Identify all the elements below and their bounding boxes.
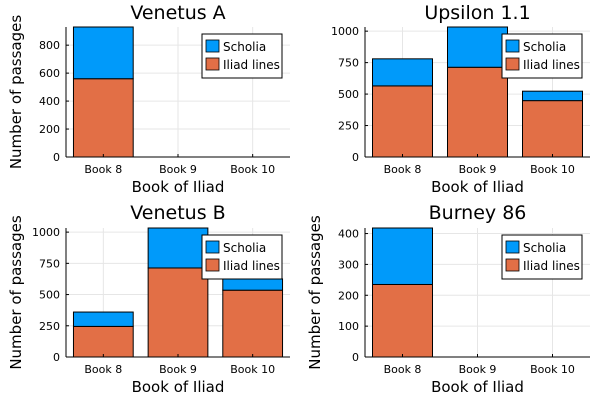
y-tick-label: 200 xyxy=(338,289,359,302)
bar-iliad-lines-2 xyxy=(447,66,508,158)
y-tick-label: 1000 xyxy=(32,226,60,239)
legend: Scholia Iliad lines xyxy=(501,33,583,79)
chart-title: Upsilon 1.1 xyxy=(424,2,530,24)
y-tick-label: 250 xyxy=(338,120,359,133)
bar-iliad-lines-1 xyxy=(72,78,134,158)
bar-scholia-1 xyxy=(72,26,134,80)
chart-title: Venetus A xyxy=(130,2,225,24)
x-tick-label: Book 10 xyxy=(530,363,575,376)
legend-swatch xyxy=(205,39,220,53)
y-tick-label: 750 xyxy=(39,257,60,270)
legend-label: Scholia xyxy=(223,40,266,54)
x-tick-label: Book 8 xyxy=(384,163,422,176)
bar-iliad-lines-1 xyxy=(72,325,134,358)
y-tick-label: 250 xyxy=(39,320,60,333)
chart-panel-4: 0 100 200 300 400 Book 8 Book 9 Book 10 Burney 8… xyxy=(306,202,590,396)
x-tick-label: Book 9 xyxy=(459,363,497,376)
bar-scholia-1 xyxy=(372,58,433,87)
bar-iliad-lines-2 xyxy=(147,267,209,358)
y-axis-label: Number of passages xyxy=(306,215,324,370)
legend-label: Iliad lines xyxy=(523,259,580,273)
x-tick-label: Book 8 xyxy=(84,163,122,176)
chart-title: Burney 86 xyxy=(429,202,527,224)
x-axis-label: Book of Iliad xyxy=(132,378,225,396)
bar-scholia-2 xyxy=(147,227,209,269)
legend-swatch xyxy=(505,258,520,272)
chart-panel-1: 0 200 400 600 800 Book 8 Book 9 Book 10 Venetus … xyxy=(7,2,290,196)
y-tick-label: 1000 xyxy=(331,25,359,38)
y-tick-label: 400 xyxy=(338,228,359,241)
bar-scholia-3 xyxy=(522,90,583,102)
legend-swatch xyxy=(205,240,220,254)
legend-label: Iliad lines xyxy=(223,58,280,72)
legend-label: Scholia xyxy=(523,241,566,255)
y-tick-label: 100 xyxy=(338,320,359,333)
y-axis-label: Number of passages xyxy=(7,215,25,370)
bar-iliad-lines-3 xyxy=(522,100,583,158)
legend: Scholia Iliad lines xyxy=(201,234,283,280)
x-tick-label: Book 8 xyxy=(384,363,422,376)
x-tick-label: Book 9 xyxy=(159,163,197,176)
legend-swatch xyxy=(205,57,220,71)
chart-panel-3: 0 250 500 750 1000 Book 8 Book 9 Book 10 Venetus… xyxy=(7,202,290,396)
legend-label: Iliad lines xyxy=(523,58,580,72)
x-tick-label: Book 10 xyxy=(230,363,275,376)
legend-label: Iliad lines xyxy=(223,259,280,273)
bar-scholia-2 xyxy=(447,26,508,68)
legend-swatch xyxy=(505,240,520,254)
x-tick-label: Book 8 xyxy=(84,363,122,376)
legend-swatch xyxy=(505,39,520,53)
bar-scholia-1 xyxy=(72,311,134,327)
chart-panel-2: 0 250 500 750 1000 Book 8 Book 9 Book 10 Upsilon… xyxy=(331,2,590,196)
y-tick-label: 0 xyxy=(53,351,60,364)
legend: Scholia Iliad lines xyxy=(201,33,283,79)
bar-iliad-lines-3 xyxy=(222,289,284,358)
bar-scholia-3 xyxy=(222,278,284,291)
x-axis-label: Book of Iliad xyxy=(431,378,524,396)
chart-title: Venetus B xyxy=(130,202,225,224)
x-tick-label: Book 10 xyxy=(530,163,575,176)
y-axis-label: Number of passages xyxy=(7,15,25,170)
x-axis-label: Book of Iliad xyxy=(431,178,524,196)
legend-label: Scholia xyxy=(223,241,266,255)
y-tick-label: 0 xyxy=(352,351,359,364)
legend-swatch xyxy=(505,57,520,71)
y-tick-label: 0 xyxy=(352,151,359,164)
bar-iliad-lines-1 xyxy=(372,283,433,358)
legend-swatch xyxy=(205,258,220,272)
x-tick-label: Book 9 xyxy=(459,163,497,176)
y-tick-label: 500 xyxy=(39,289,60,302)
y-tick-label: 300 xyxy=(338,258,359,271)
bar-iliad-lines-1 xyxy=(372,85,433,158)
y-tick-label: 200 xyxy=(39,123,60,136)
y-tick-label: 0 xyxy=(53,151,60,164)
legend-label: Scholia xyxy=(523,40,566,54)
y-tick-label: 800 xyxy=(39,39,60,52)
legend: Scholia Iliad lines xyxy=(501,234,583,280)
x-axis-label: Book of Iliad xyxy=(132,178,225,196)
y-tick-label: 500 xyxy=(338,88,359,101)
bar-scholia-1 xyxy=(372,227,433,285)
x-tick-label: Book 9 xyxy=(159,363,197,376)
y-tick-label: 400 xyxy=(39,95,60,108)
x-tick-label: Book 10 xyxy=(230,163,275,176)
y-tick-label: 600 xyxy=(39,67,60,80)
y-tick-label: 750 xyxy=(338,57,359,70)
